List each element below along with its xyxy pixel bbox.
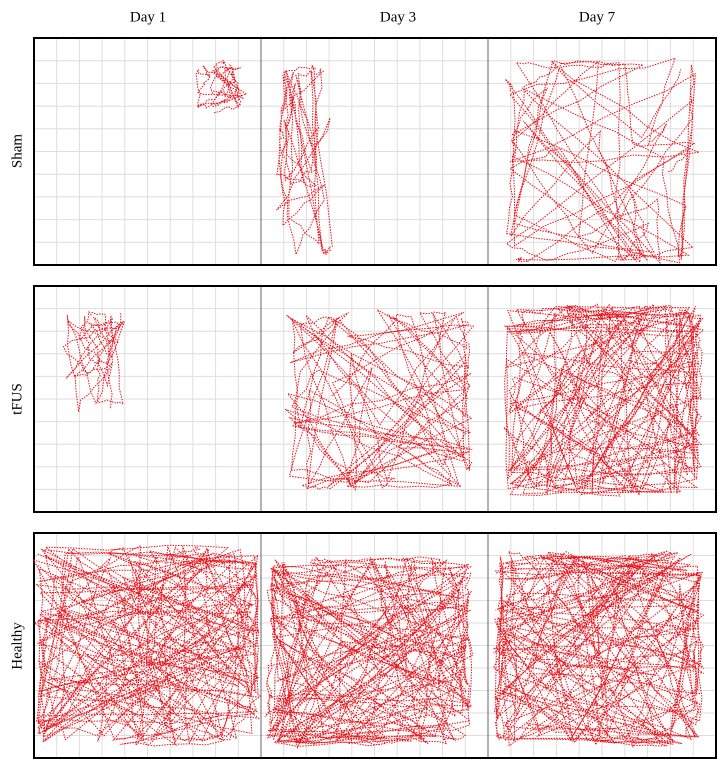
column-header: Day 3 xyxy=(380,9,416,25)
trajectory xyxy=(276,64,333,257)
trajectory xyxy=(32,544,261,747)
trajectory xyxy=(62,310,125,413)
row-label: tFUS xyxy=(9,383,25,415)
trajectory xyxy=(195,59,248,114)
column-header: Day 7 xyxy=(579,9,616,25)
trajectory xyxy=(503,303,705,497)
row-label: Sham xyxy=(9,134,25,169)
row-label: Healthy xyxy=(9,622,25,670)
trajectory xyxy=(493,550,705,749)
column-header: Day 1 xyxy=(130,9,166,25)
trajectory xyxy=(504,57,701,265)
panel-border xyxy=(33,37,717,266)
panel-border xyxy=(33,532,717,759)
panel-border xyxy=(33,285,717,513)
panels xyxy=(32,37,717,759)
trajectory xyxy=(264,555,474,749)
trajectory xyxy=(284,309,475,491)
